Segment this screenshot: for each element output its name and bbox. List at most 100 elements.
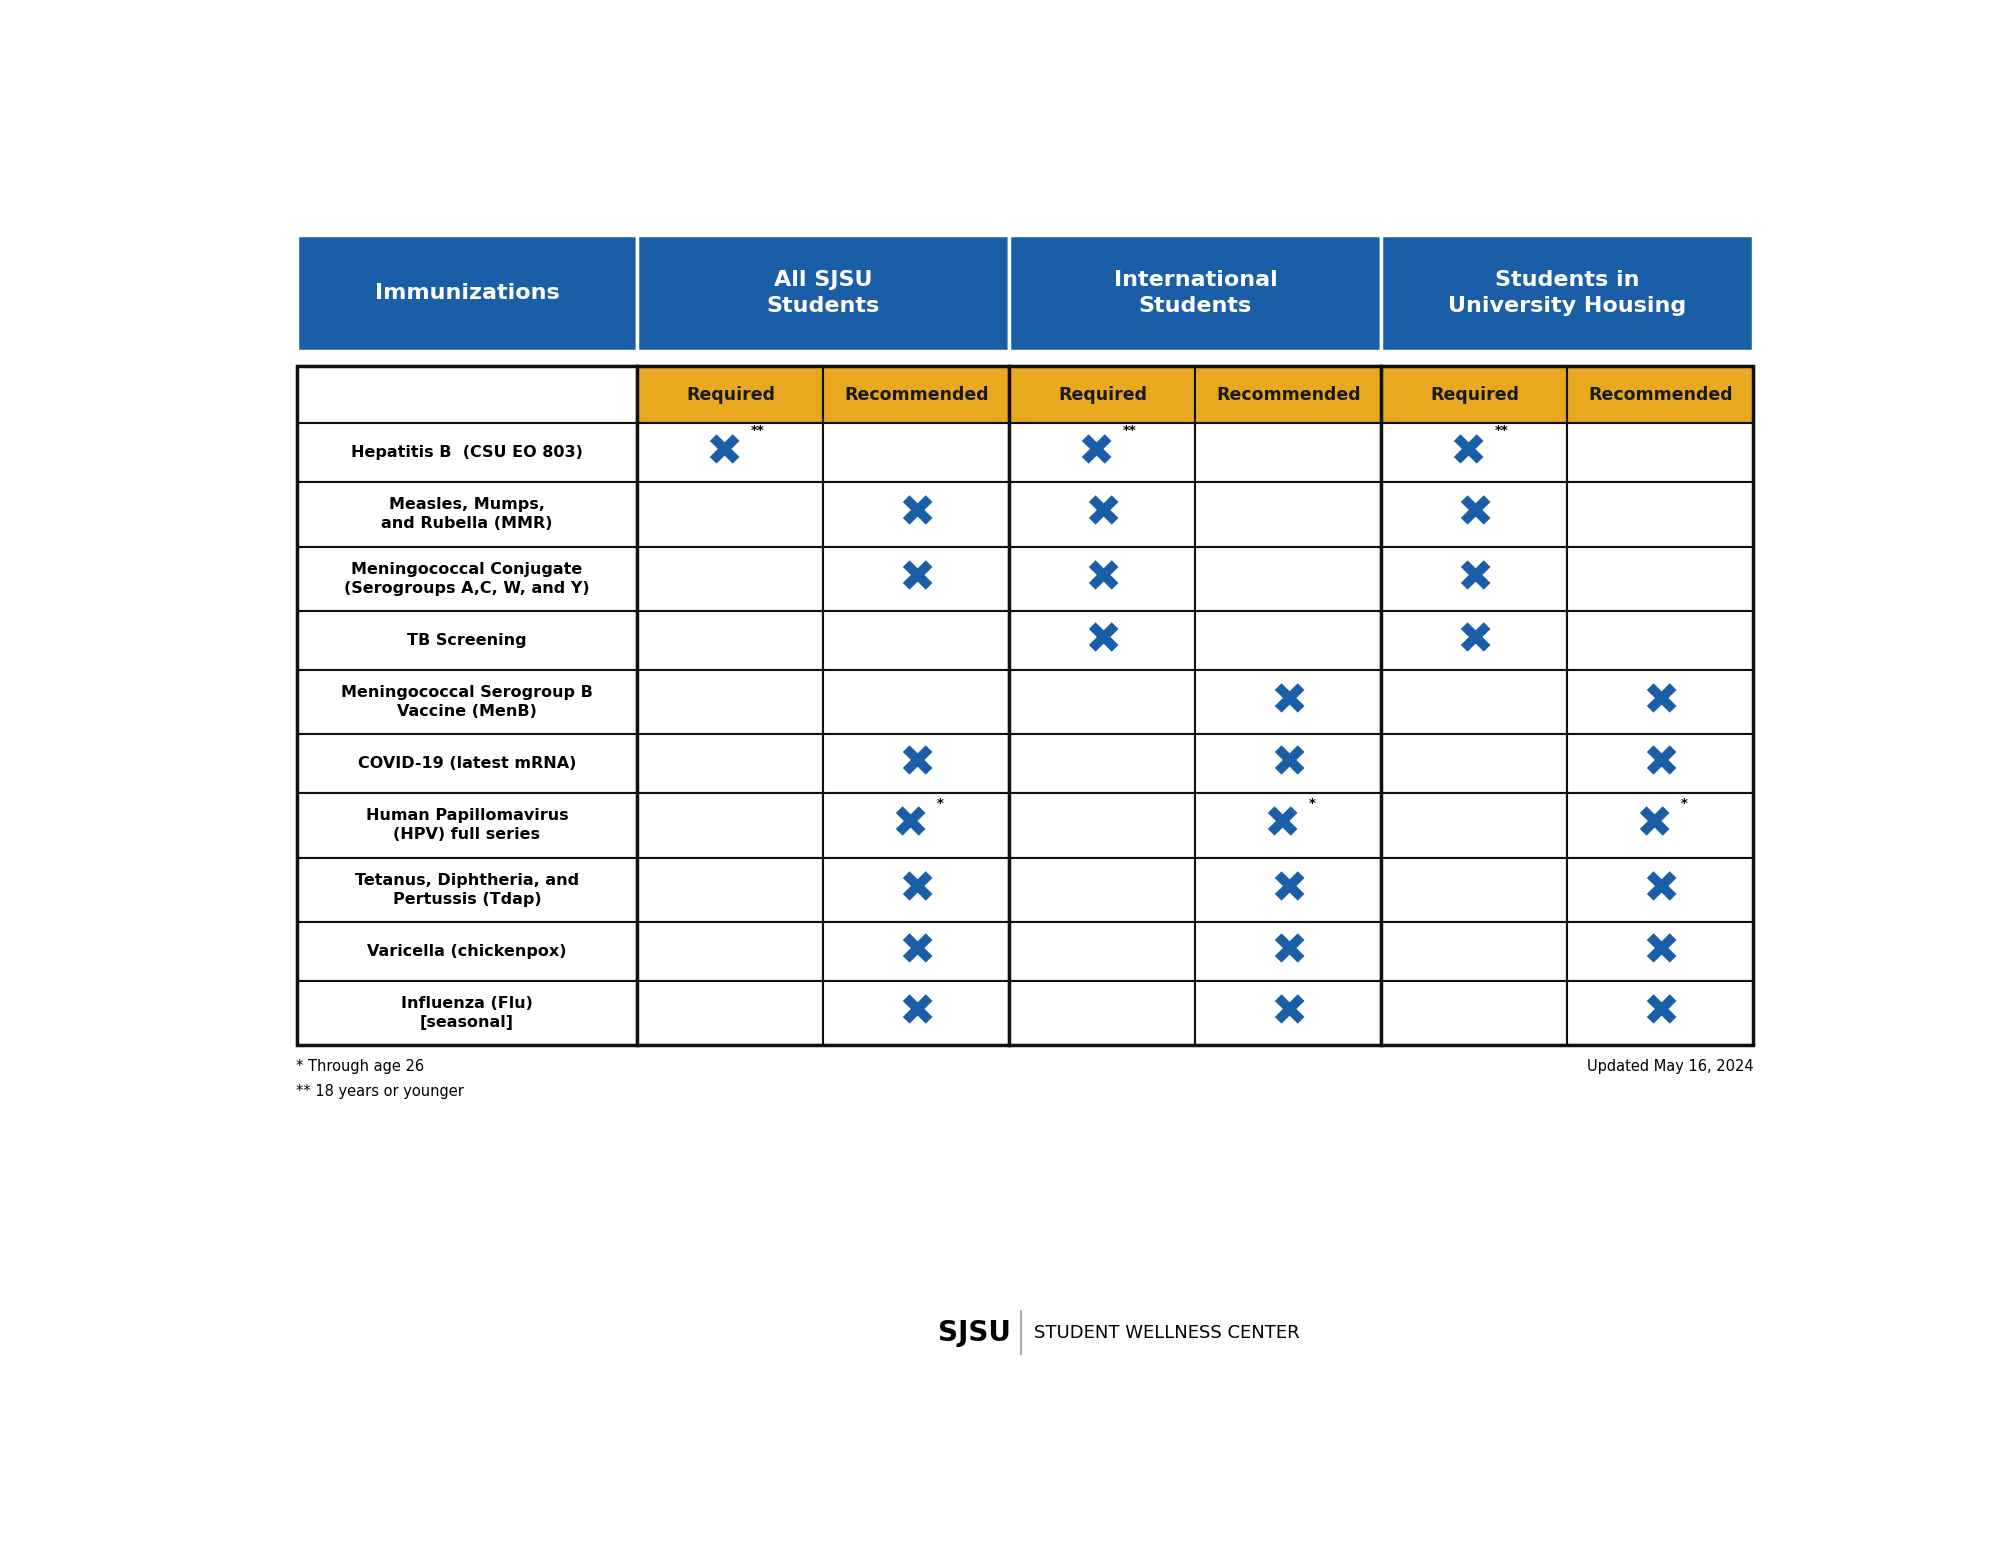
Bar <box>296 366 1754 1046</box>
Bar <box>1196 482 1382 547</box>
Text: ✖: ✖ <box>1270 992 1308 1035</box>
Bar <box>1196 922 1382 981</box>
Text: ✖: ✖ <box>1270 868 1308 912</box>
Bar <box>1196 981 1382 1046</box>
Text: *: * <box>936 797 944 810</box>
Bar <box>1010 981 1196 1046</box>
Text: ✖: ✖ <box>892 803 928 847</box>
Text: Required: Required <box>1430 386 1518 403</box>
Bar <box>1196 547 1382 612</box>
Bar <box>296 482 638 547</box>
Text: TB Screening: TB Screening <box>408 633 526 647</box>
Text: ✖: ✖ <box>1642 930 1680 973</box>
Bar <box>824 547 1010 612</box>
Bar <box>1010 612 1196 669</box>
Bar <box>638 482 824 547</box>
Bar <box>638 981 824 1046</box>
Text: ✖: ✖ <box>898 868 936 912</box>
Bar <box>1196 423 1382 482</box>
Text: ✖: ✖ <box>1270 680 1308 723</box>
Bar <box>296 734 638 793</box>
Text: *: * <box>1680 797 1688 810</box>
Bar <box>1568 482 1754 547</box>
Bar <box>1382 366 1568 423</box>
Bar <box>638 857 824 922</box>
Text: ✖: ✖ <box>1642 992 1680 1035</box>
Bar <box>296 235 638 351</box>
Text: COVID-19 (latest mRNA): COVID-19 (latest mRNA) <box>358 756 576 771</box>
Bar <box>296 793 638 857</box>
Bar <box>638 612 824 669</box>
Text: Recommended: Recommended <box>844 386 988 403</box>
Bar <box>1382 235 1754 351</box>
Text: All SJSU
Students: All SJSU Students <box>766 270 880 317</box>
Bar <box>824 857 1010 922</box>
Text: ✖: ✖ <box>1456 558 1494 601</box>
Bar <box>824 922 1010 981</box>
Text: ✖: ✖ <box>898 493 936 536</box>
Bar <box>638 547 824 612</box>
Bar <box>1010 922 1196 981</box>
Text: ✖: ✖ <box>1084 620 1122 661</box>
Text: Updated May 16, 2024: Updated May 16, 2024 <box>1586 1060 1754 1074</box>
Text: Varicella (chickenpox): Varicella (chickenpox) <box>368 944 566 959</box>
Bar <box>1382 981 1568 1046</box>
Text: ✖: ✖ <box>1084 493 1122 536</box>
Bar <box>638 366 824 423</box>
Bar <box>1382 793 1568 857</box>
Bar <box>638 793 824 857</box>
Bar <box>1568 669 1754 734</box>
Bar <box>1382 857 1568 922</box>
Text: ✖: ✖ <box>1642 868 1680 912</box>
Bar <box>1382 669 1568 734</box>
Bar <box>1382 922 1568 981</box>
Bar <box>296 857 638 922</box>
Bar <box>638 235 1010 351</box>
Bar <box>1196 612 1382 669</box>
Text: Influenza (Flu)
[seasonal]: Influenza (Flu) [seasonal] <box>402 997 532 1031</box>
Bar <box>1196 793 1382 857</box>
Text: ✖: ✖ <box>1270 930 1308 973</box>
Bar <box>1010 235 1382 351</box>
Bar <box>1382 482 1568 547</box>
Text: ✖: ✖ <box>1264 803 1300 847</box>
Text: Human Papillomavirus
(HPV) full series: Human Papillomavirus (HPV) full series <box>366 808 568 842</box>
Bar <box>824 669 1010 734</box>
Text: Meningococcal Conjugate
(Serogroups A,C, W, and Y): Meningococcal Conjugate (Serogroups A,C,… <box>344 562 590 596</box>
Bar <box>1382 734 1568 793</box>
Text: ✖: ✖ <box>898 742 936 785</box>
Bar <box>1010 669 1196 734</box>
Bar <box>296 366 638 423</box>
Text: **: ** <box>1494 425 1508 437</box>
Text: ✖: ✖ <box>1078 431 1114 474</box>
Text: SJSU: SJSU <box>938 1319 1012 1347</box>
Text: ✖: ✖ <box>898 930 936 973</box>
Text: ✖: ✖ <box>1084 558 1122 601</box>
Bar <box>638 922 824 981</box>
Bar <box>1568 366 1754 423</box>
Bar <box>1010 857 1196 922</box>
Bar <box>1382 612 1568 669</box>
Text: ✖: ✖ <box>1456 620 1494 661</box>
Text: **: ** <box>750 425 764 437</box>
Bar <box>1010 423 1196 482</box>
Bar <box>1568 922 1754 981</box>
Bar <box>296 669 638 734</box>
Text: Required: Required <box>686 386 774 403</box>
Bar <box>638 669 824 734</box>
Bar <box>296 981 638 1046</box>
Text: ✖: ✖ <box>898 992 936 1035</box>
Bar <box>1010 734 1196 793</box>
Text: STUDENT WELLNESS CENTER: STUDENT WELLNESS CENTER <box>1034 1324 1300 1341</box>
Text: Recommended: Recommended <box>1216 386 1360 403</box>
Text: * Through age 26: * Through age 26 <box>296 1060 424 1074</box>
Bar <box>1568 423 1754 482</box>
Bar <box>638 423 824 482</box>
Bar <box>824 482 1010 547</box>
Text: ✖: ✖ <box>1450 431 1486 474</box>
Text: Tetanus, Diphtheria, and
Pertussis (Tdap): Tetanus, Diphtheria, and Pertussis (Tdap… <box>354 873 580 907</box>
Bar <box>1568 793 1754 857</box>
Text: **: ** <box>1122 425 1136 437</box>
Text: Immunizations: Immunizations <box>374 283 560 303</box>
Bar <box>1382 547 1568 612</box>
